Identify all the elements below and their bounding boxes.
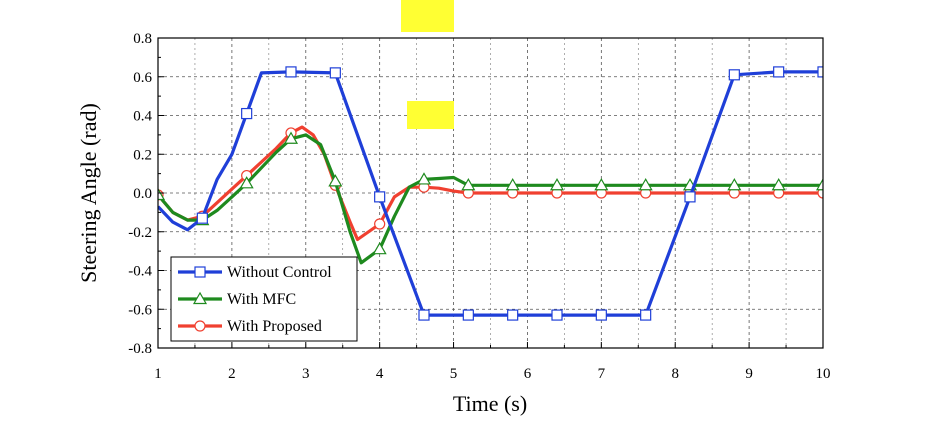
point-without-control	[241, 107, 253, 120]
axis-ticks: 1 2 3 4 5 6 7 8 9 10 -0.8 -0.6 -0.4 -0.2 0.0 0.2 0.4 0.6 0…	[128, 31, 830, 382]
point-with-mfc	[727, 178, 742, 191]
point-with-mfc	[549, 178, 565, 191]
y-tick-label: 0.8	[133, 31, 152, 47]
point-with-mfc	[158, 187, 166, 201]
x-tick-label: 1	[154, 366, 162, 382]
x-tick-label: 8	[671, 366, 679, 382]
y-tick-label: 0.2	[133, 147, 152, 163]
point-with-mfc	[328, 174, 343, 187]
point-without-control	[551, 309, 563, 321]
point-without-control	[329, 67, 341, 79]
legend-label-without-control: Without Control	[227, 264, 332, 281]
x-tick-label: 10	[816, 366, 831, 382]
point-without-control	[285, 66, 297, 78]
y-tick-label: 0.0	[133, 186, 152, 202]
x-tick-label: 7	[598, 366, 606, 382]
point-with-mfc	[771, 178, 786, 191]
point-without-control	[418, 309, 430, 321]
point-without-control	[507, 309, 519, 321]
x-axis-title: Time (s)	[453, 391, 527, 416]
series-without-control	[158, 66, 823, 321]
legend-label-with-proposed: With Proposed	[227, 318, 322, 335]
x-tick-label: 9	[745, 366, 753, 382]
point-without-control	[640, 309, 652, 321]
y-tick-label: -0.4	[128, 264, 152, 280]
legend: Without Control With MFC With Proposed	[170, 256, 358, 342]
point-with-mfc	[461, 178, 476, 191]
legend-marker-with-proposed	[194, 320, 206, 332]
y-tick-label: 0.4	[133, 109, 152, 125]
x-tick-label: 6	[524, 366, 532, 382]
legend-label-with-mfc: With MFC	[227, 291, 296, 308]
point-without-control	[462, 309, 474, 321]
annotation-highlight	[407, 101, 454, 129]
y-tick-label: 0.6	[133, 70, 152, 86]
point-without-control	[595, 309, 607, 321]
point-without-control	[728, 69, 740, 81]
point-without-control	[374, 191, 386, 203]
point-with-proposed	[374, 218, 386, 230]
series-with-mfc	[158, 131, 823, 265]
point-without-control	[773, 66, 785, 78]
point-with-mfc	[638, 178, 653, 191]
x-tick-label: 3	[302, 366, 310, 382]
point-without-control	[817, 66, 823, 78]
point-with-mfc	[815, 178, 823, 191]
point-with-proposed	[817, 187, 823, 199]
point-with-mfc	[239, 176, 254, 189]
point-with-mfc	[283, 131, 299, 144]
title-highlight	[401, 0, 454, 32]
y-tick-label: -0.8	[128, 341, 152, 357]
x-tick-label: 5	[450, 366, 458, 382]
point-with-mfc	[416, 172, 432, 185]
point-with-mfc	[372, 241, 387, 255]
series-line-with-mfc	[158, 133, 823, 265]
y-axis-title: Steering Angle (rad)	[76, 103, 101, 283]
legend-marker-with-mfc	[192, 291, 208, 305]
series-layer	[158, 66, 823, 321]
point-without-control	[684, 191, 696, 203]
y-tick-label: -0.6	[128, 302, 152, 318]
point-with-mfc	[594, 178, 609, 191]
x-tick-label: 4	[376, 366, 384, 382]
point-without-control	[196, 212, 208, 224]
point-with-mfc	[505, 178, 520, 191]
x-tick-label: 2	[228, 366, 236, 382]
legend-marker-without-control	[194, 266, 206, 278]
y-tick-label: -0.2	[128, 225, 152, 241]
